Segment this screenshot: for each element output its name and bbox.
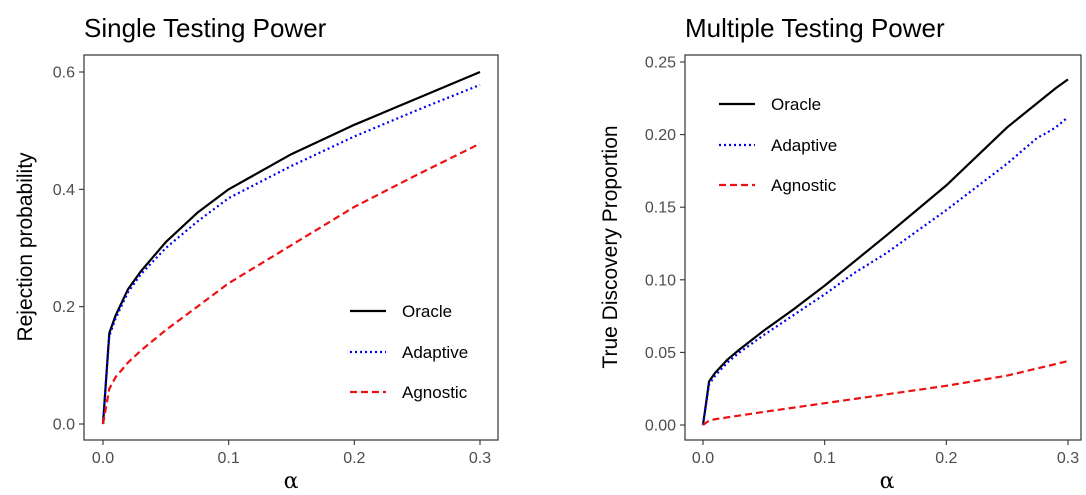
y-axis-title-single: Rejection probability <box>14 152 37 342</box>
series-line-oracle-single <box>101 70 481 425</box>
x-tick-label: 0.2 <box>935 450 957 467</box>
y-tick-label: 0.10 <box>645 272 676 289</box>
x-axis-title-multiple: α <box>880 469 895 494</box>
y-tick-label: 0.25 <box>645 55 676 72</box>
series-line-oracle-multiple <box>701 78 1069 426</box>
legend-single: Oracle Adaptive Agnostic <box>350 302 468 402</box>
plot-panel-border-single <box>83 54 499 441</box>
chart-title-multiple: Multiple Testing Power <box>685 13 945 43</box>
x-tick-label: 0.0 <box>692 450 714 467</box>
y-tick-label: 0.20 <box>645 127 676 144</box>
series-line-agnostic-multiple <box>702 360 1069 426</box>
series-lines-single <box>101 70 481 425</box>
series-line-adaptive-multiple <box>701 116 1069 426</box>
legend-label-adaptive-multiple: Adaptive <box>771 136 837 155</box>
x-tick-label: 0.3 <box>1057 450 1079 467</box>
x-tick-label: 0.3 <box>469 450 491 467</box>
y-axis-single: 0.0 0.2 0.4 0.6 <box>53 65 84 434</box>
y-tick-label: 0.4 <box>53 182 75 199</box>
y-axis-multiple: 0.00 0.05 0.10 0.15 0.20 0.25 <box>645 55 685 435</box>
legend-multiple: Oracle Adaptive Agnostic <box>719 95 837 195</box>
series-line-adaptive-single <box>101 83 481 425</box>
x-tick-label: 0.1 <box>218 450 240 467</box>
y-tick-label: 0.6 <box>53 65 75 82</box>
legend-label-agnostic-multiple: Agnostic <box>771 176 837 195</box>
legend-label-oracle-single: Oracle <box>402 302 452 321</box>
x-axis-single: 0.0 0.1 0.2 0.3 <box>92 440 491 467</box>
chart-title-single: Single Testing Power <box>84 13 327 43</box>
x-tick-label: 0.2 <box>343 450 365 467</box>
panel-single-testing: Single Testing Power 0.0 0.2 0.4 0.6 0.0 0.1… <box>14 13 499 494</box>
legend-label-oracle-multiple: Oracle <box>771 95 821 114</box>
y-tick-label: 0.05 <box>645 345 676 362</box>
legend-label-adaptive-single: Adaptive <box>402 343 468 362</box>
y-tick-label: 0.15 <box>645 200 676 217</box>
x-tick-label: 0.1 <box>814 450 836 467</box>
y-axis-title-multiple: True Discovery Proportion <box>599 125 622 368</box>
panel-multiple-testing: Multiple Testing Power 0.000.050.100.150… <box>599 13 1082 494</box>
plot-panel-border-multiple <box>684 54 1082 441</box>
series-line-agnostic-single <box>101 142 481 425</box>
x-axis-title-single: α <box>284 469 299 494</box>
y-tick-label: 0.00 <box>645 418 676 435</box>
series-lines-multiple <box>701 78 1069 426</box>
x-tick-label: 0.0 <box>92 450 114 467</box>
y-tick-label: 0.0 <box>53 417 75 434</box>
y-tick-label: 0.2 <box>53 299 75 316</box>
legend-label-agnostic-single: Agnostic <box>402 383 468 402</box>
x-axis-multiple: 0.0 0.1 0.2 0.3 <box>692 440 1079 467</box>
